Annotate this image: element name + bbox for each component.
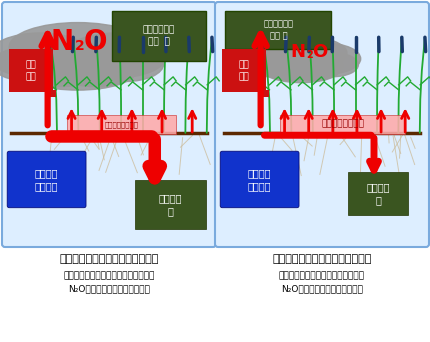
- Ellipse shape: [307, 53, 358, 77]
- Text: N₂Oの発生と窒素の流亡が増加: N₂Oの発生と窒素の流亡が増加: [68, 284, 150, 293]
- Ellipse shape: [241, 43, 310, 74]
- Text: N: N: [290, 43, 304, 61]
- FancyBboxPatch shape: [135, 180, 205, 229]
- FancyBboxPatch shape: [225, 11, 331, 49]
- Text: N: N: [50, 28, 74, 56]
- Text: 環境汚染
小: 環境汚染 小: [366, 182, 389, 206]
- Text: O: O: [83, 28, 107, 56]
- Bar: [280, 115, 404, 134]
- Bar: [49, 90, 56, 97]
- Text: 2: 2: [74, 39, 84, 53]
- Text: 硝化抑制
作用なし: 硝化抑制 作用なし: [35, 168, 58, 191]
- Ellipse shape: [282, 52, 341, 80]
- FancyBboxPatch shape: [112, 11, 205, 61]
- Bar: [9, 49, 53, 92]
- Ellipse shape: [19, 52, 136, 90]
- Text: 硝化抑制作用をもつ農作物の品種: 硝化抑制作用をもつ農作物の品種: [272, 254, 371, 264]
- Text: 窒素
肥料: 窒素 肥料: [238, 60, 249, 81]
- Text: 窒素肥料の作物による吸収は少なく、: 窒素肥料の作物による吸収は少なく、: [63, 271, 154, 280]
- Text: 作物による吸収多: 作物による吸収多: [320, 120, 363, 129]
- Text: 窒素肥料の作物による吸収は増え、: 窒素肥料の作物による吸収は増え、: [278, 271, 364, 280]
- Ellipse shape: [292, 43, 360, 74]
- Text: 温室効果ガス
発生 小: 温室効果ガス 発生 小: [263, 19, 293, 41]
- FancyBboxPatch shape: [220, 151, 298, 208]
- Bar: [262, 90, 269, 97]
- FancyBboxPatch shape: [2, 2, 215, 247]
- Text: N₂Oの発生と窒素の流亡が減少: N₂Oの発生と窒素の流亡が減少: [280, 284, 362, 293]
- Ellipse shape: [88, 47, 163, 81]
- Ellipse shape: [50, 45, 139, 87]
- Ellipse shape: [16, 45, 105, 87]
- FancyBboxPatch shape: [347, 172, 407, 215]
- Ellipse shape: [0, 33, 91, 78]
- Ellipse shape: [259, 52, 319, 80]
- Ellipse shape: [0, 47, 68, 81]
- Text: 温室効果ガス
発生  大: 温室効果ガス 発生 大: [142, 25, 175, 47]
- Ellipse shape: [262, 56, 339, 83]
- Text: 硝化抑制作用のない農作物の品種: 硝化抑制作用のない農作物の品種: [59, 254, 158, 264]
- Bar: [67, 115, 175, 134]
- Text: 作物による吸収少: 作物による吸収少: [104, 121, 138, 128]
- Ellipse shape: [9, 23, 146, 71]
- Ellipse shape: [255, 36, 346, 69]
- FancyBboxPatch shape: [7, 151, 86, 208]
- Text: 硝化抑制
作用あり: 硝化抑制 作用あり: [247, 168, 271, 191]
- FancyBboxPatch shape: [215, 2, 428, 247]
- Ellipse shape: [64, 33, 167, 78]
- Bar: [221, 49, 265, 92]
- Text: 2: 2: [306, 50, 312, 60]
- Ellipse shape: [243, 53, 294, 77]
- Text: O: O: [312, 43, 327, 61]
- Text: 窒素
肥料: 窒素 肥料: [25, 60, 36, 81]
- Text: 環境汚染
大: 環境汚染 大: [158, 193, 182, 216]
